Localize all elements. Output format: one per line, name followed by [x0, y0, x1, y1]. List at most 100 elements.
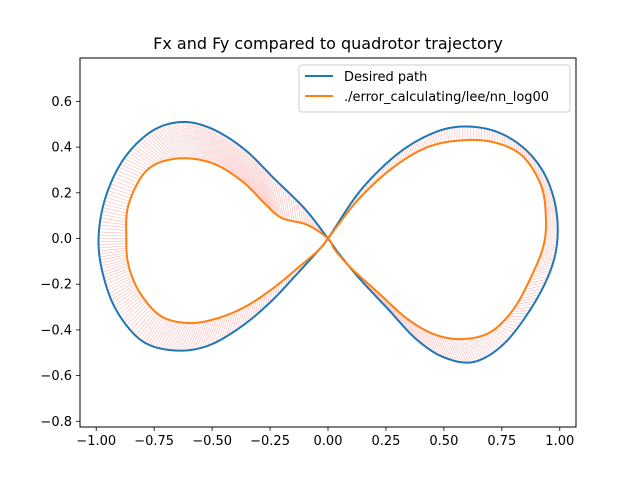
force-vector-line: [277, 283, 280, 295]
force-vector-line: [447, 127, 451, 142]
force-vector-line: [418, 326, 428, 349]
force-vector-line: [252, 300, 257, 319]
force-vector-line: [130, 307, 152, 331]
force-vector-line: [239, 306, 245, 328]
force-vector-line: [404, 316, 415, 338]
force-vector-line: [533, 158, 535, 170]
force-vector-line: [101, 210, 127, 217]
force-vector-line: [98, 245, 127, 249]
force-vector-line: [146, 134, 173, 160]
force-vector-line: [152, 319, 171, 347]
force-vector-line: [466, 338, 480, 361]
force-vector-line: [254, 158, 272, 210]
force-vector-line: [251, 156, 271, 209]
force-vector-line: [401, 147, 407, 162]
force-vector-line: [538, 167, 541, 181]
force-vector-line: [103, 203, 128, 211]
force-vector-line: [122, 299, 145, 321]
force-vector-line: [515, 303, 534, 308]
force-vector-line: [226, 312, 234, 337]
force-vector-line: [492, 330, 507, 342]
force-vector-line: [299, 203, 304, 224]
force-vector-line: [457, 338, 470, 363]
y-tick-label: −0.8: [40, 415, 72, 430]
force-vector-line: [308, 213, 312, 227]
force-vector-line: [156, 128, 184, 159]
force-vector-line: [450, 338, 462, 363]
force-vector-line: [191, 122, 224, 169]
force-vector-line: [511, 309, 531, 312]
force-vector-line: [249, 301, 255, 321]
force-vector-line: [502, 322, 519, 327]
force-vector-line: [421, 135, 428, 150]
force-vector-line: [101, 214, 127, 220]
force-vector-line: [177, 322, 192, 351]
force-vector-line: [261, 166, 275, 214]
force-vector-line: [259, 295, 264, 312]
force-vector-line: [123, 158, 148, 171]
force-vector-line: [544, 187, 551, 203]
force-vector-line: [542, 177, 547, 192]
force-vector-line: [533, 267, 552, 273]
y-tick-label: 0.6: [51, 95, 72, 110]
force-vector-line: [158, 126, 187, 159]
force-vector-line: [537, 256, 555, 263]
force-vector-line: [204, 125, 236, 177]
force-vector-line: [116, 293, 141, 312]
force-vector-line: [149, 132, 175, 160]
force-vector-line: [262, 293, 266, 310]
force-vector-line: [544, 184, 550, 200]
force-vector-line: [180, 322, 194, 351]
force-vector-line: [282, 186, 288, 221]
force-vector-line: [111, 284, 136, 301]
force-vector-line: [424, 134, 430, 149]
x-tick-label: −0.25: [250, 434, 290, 449]
force-vector-line: [464, 338, 477, 362]
force-vector-line: [538, 254, 556, 261]
force-vector-line: [269, 173, 279, 217]
force-vector-line: [132, 147, 157, 165]
force-vector-line: [215, 316, 224, 343]
force-vector-line: [135, 311, 156, 336]
force-vector-line: [249, 153, 269, 208]
force-vector-line: [545, 204, 556, 219]
force-vector-line: [100, 256, 128, 264]
force-vector-line: [544, 190, 552, 205]
force-vector-line: [166, 124, 195, 160]
force-vector-line: [116, 170, 140, 180]
force-vector-line: [109, 281, 135, 298]
force-vector-line: [287, 191, 293, 221]
force-vector-line: [289, 193, 295, 222]
force-vector-line: [543, 238, 558, 246]
x-tick-label: 0.25: [371, 434, 400, 449]
force-vector-line: [256, 161, 273, 212]
force-vector-line: [434, 334, 445, 358]
force-vector-line: [545, 218, 558, 230]
force-vector-line: [120, 164, 144, 175]
force-vector-line: [276, 181, 284, 219]
force-vector-line: [98, 243, 127, 246]
force-vector-line: [137, 313, 158, 338]
force-vector-line: [529, 276, 549, 281]
force-vector-line: [536, 162, 538, 176]
force-vector-line: [513, 306, 532, 310]
force-vector-line: [199, 124, 231, 173]
force-vector-line: [537, 165, 540, 179]
force-vector-line: [266, 171, 278, 216]
force-vector-line: [539, 251, 556, 258]
force-vector-line: [257, 296, 262, 314]
force-vector-line: [500, 324, 517, 330]
force-vector-line: [220, 314, 229, 340]
force-vector-line: [107, 277, 133, 291]
force-vector-line: [238, 145, 263, 202]
force-vector-line: [186, 121, 218, 166]
force-vector-line: [149, 319, 168, 346]
force-vector-line: [471, 338, 485, 359]
force-vector-line: [172, 322, 187, 351]
force-vector-line: [139, 314, 160, 340]
force-vector-line: [521, 291, 541, 296]
force-vector-line: [433, 131, 438, 146]
force-vector-line: [476, 337, 490, 356]
force-vector-line: [189, 122, 221, 167]
